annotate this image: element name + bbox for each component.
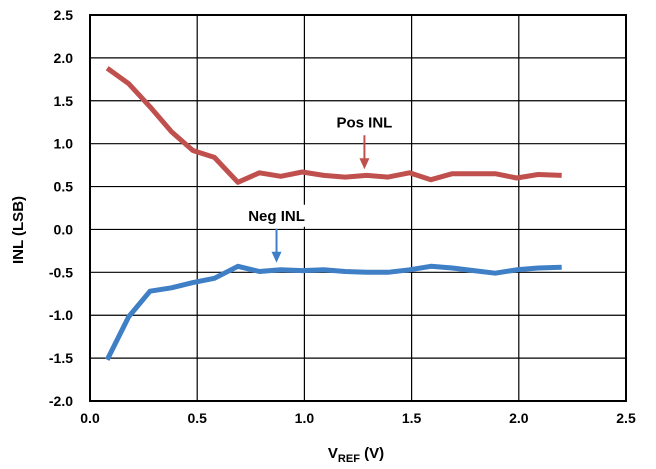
y-tick-label: -0.5	[49, 264, 73, 280]
annotation-label: Pos INL	[337, 114, 393, 131]
grid	[89, 14, 627, 402]
y-tick-label: 0.5	[54, 179, 74, 195]
y-tick-label: -2.0	[49, 393, 73, 409]
series-layer	[104, 66, 562, 361]
y-tick-labels: 2.5 2.0 1.5 1.0 0.5 0.0 -0.5 -1.0 -1.5 -2.0	[49, 7, 73, 409]
x-axis-label-main: V	[328, 445, 338, 462]
x-tick-label: 2.5	[616, 410, 636, 426]
x-tick-label: 2.0	[509, 410, 529, 426]
x-axis-label-subscript: REF	[338, 453, 360, 465]
plot-frame	[89, 14, 627, 402]
y-tick-label: 2.5	[54, 7, 74, 23]
annotation-bg	[239, 204, 314, 227]
x-axis-label-unit: (V)	[360, 445, 384, 462]
x-tick-label: 0.0	[80, 410, 100, 426]
annotation-bg	[327, 111, 402, 134]
x-axis-label: VREF (V)	[328, 445, 384, 465]
annotation-arrow-head	[271, 251, 282, 263]
y-tick-label: 1.0	[54, 136, 74, 152]
y-tick-label: -1.0	[49, 307, 73, 323]
x-tick-label: 0.5	[187, 410, 207, 426]
y-tick-label: -1.5	[49, 350, 73, 366]
y-axis-label: INL (LSB)	[10, 196, 27, 264]
y-tick-label: 0.0	[54, 221, 74, 237]
x-tick-label: 1.0	[295, 410, 315, 426]
annotation-label: Neg INL	[248, 208, 305, 225]
x-tick-label: 1.5	[402, 410, 422, 426]
annotation-arrow-head	[359, 158, 370, 170]
series-line-pos-inl	[105, 66, 562, 185]
series-line-neg-inl	[104, 263, 562, 361]
y-tick-label: 1.5	[54, 93, 74, 109]
annotations: Pos INL Neg INL	[239, 111, 402, 263]
y-tick-label: 2.0	[54, 50, 74, 66]
x-tick-labels: 0.0 0.5 1.0 1.5 2.0 2.5	[80, 410, 636, 426]
